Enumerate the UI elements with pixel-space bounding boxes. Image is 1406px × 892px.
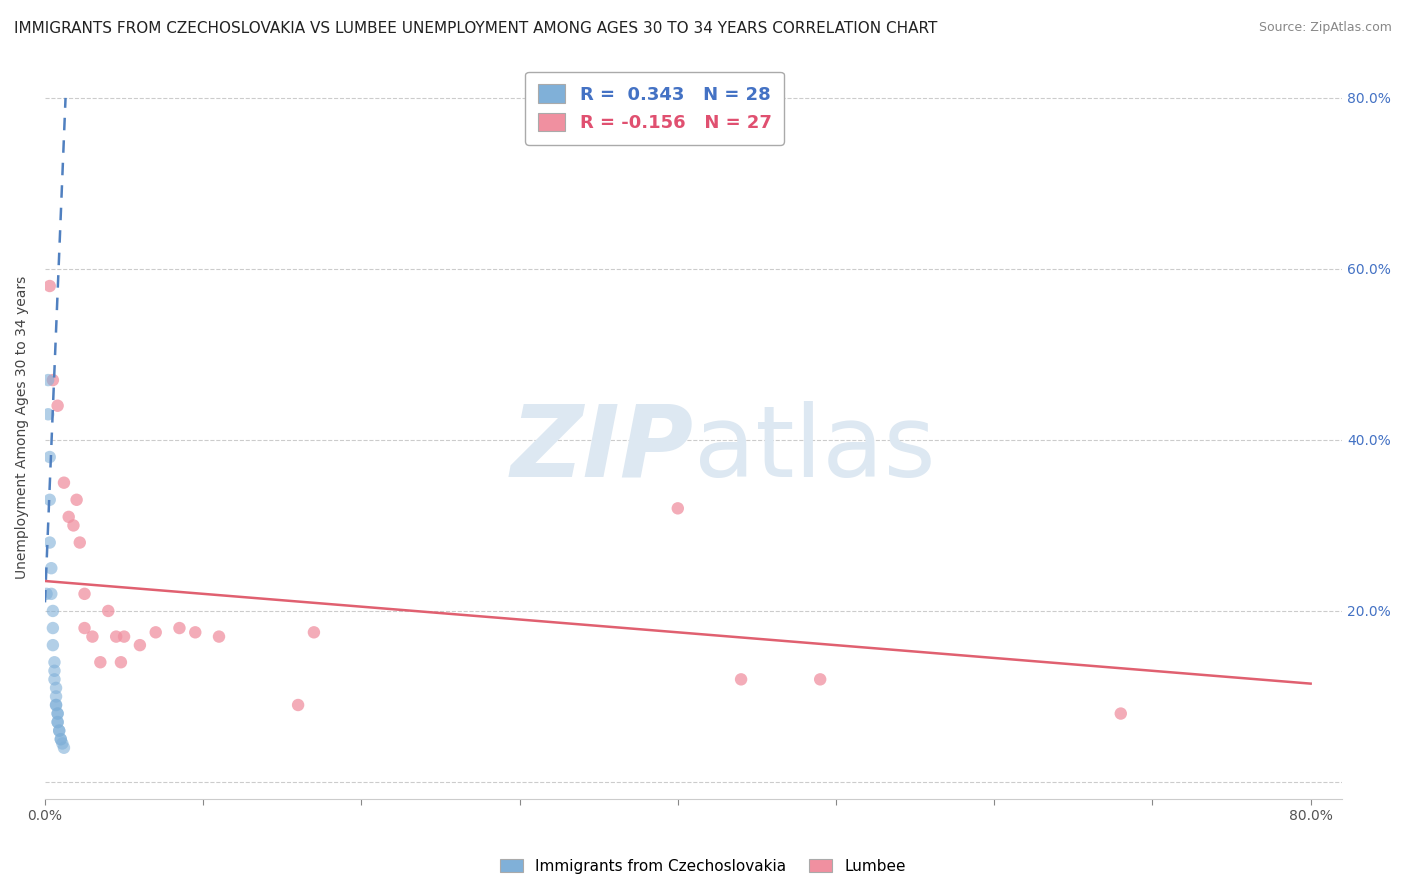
Text: ZIP: ZIP (510, 401, 693, 498)
Point (37, 373, 59, 387)
Text: IMMIGRANTS FROM CZECHOSLOVAKIA VS LUMBEE UNEMPLOYMENT AMONG AGES 30 TO 34 YEARS : IMMIGRANTS FROM CZECHOSLOVAKIA VS LUMBEE… (14, 21, 938, 36)
Point (44, 655, 66, 669)
Point (65, 492, 87, 507)
Point (38, 492, 60, 507)
Point (112, 630, 135, 644)
Point (45, 698, 67, 712)
Y-axis label: Unemployment Among Ages 30 to 34 years: Unemployment Among Ages 30 to 34 years (15, 276, 30, 579)
Point (73, 621, 96, 635)
Legend: R =  0.343   N = 28, R = -0.156   N = 27: R = 0.343 N = 28, R = -0.156 N = 27 (526, 71, 785, 145)
Point (128, 638, 150, 652)
Point (89, 655, 111, 669)
Point (48, 723, 70, 738)
Point (51, 737, 73, 751)
Point (208, 630, 231, 644)
Point (49, 732, 72, 747)
Point (38, 450, 60, 464)
Point (97, 604, 120, 618)
Point (302, 625, 325, 640)
Point (808, 673, 831, 687)
Point (37, 407, 59, 421)
Point (42, 638, 65, 652)
Point (169, 621, 191, 635)
Point (45, 690, 67, 704)
Point (287, 698, 309, 712)
Point (46, 399, 69, 413)
Point (730, 673, 752, 687)
Point (82, 630, 104, 644)
Point (42, 373, 65, 387)
Point (58, 509, 80, 524)
Point (46, 715, 69, 730)
Point (1109, 706, 1132, 721)
Point (39, 587, 62, 601)
Point (62, 518, 84, 533)
Point (73, 587, 96, 601)
Point (52, 475, 75, 490)
Point (184, 625, 207, 640)
Point (46, 715, 69, 730)
Point (49, 732, 72, 747)
Point (46, 706, 69, 721)
Point (45, 681, 67, 695)
Point (44, 673, 66, 687)
Point (46, 706, 69, 721)
Text: Source: ZipAtlas.com: Source: ZipAtlas.com (1258, 21, 1392, 34)
Point (666, 501, 689, 516)
Point (145, 625, 167, 640)
Point (42, 621, 65, 635)
Point (35, 587, 58, 601)
Point (48, 723, 70, 738)
Point (105, 630, 128, 644)
Point (52, 740, 75, 755)
Legend: Immigrants from Czechoslovakia, Lumbee: Immigrants from Czechoslovakia, Lumbee (494, 853, 912, 880)
Point (110, 655, 132, 669)
Point (44, 664, 66, 678)
Point (42, 604, 65, 618)
Text: atlas: atlas (693, 401, 935, 498)
Point (38, 535, 60, 549)
Point (39, 561, 62, 575)
Point (69, 535, 91, 549)
Point (45, 698, 67, 712)
Point (38, 279, 60, 293)
